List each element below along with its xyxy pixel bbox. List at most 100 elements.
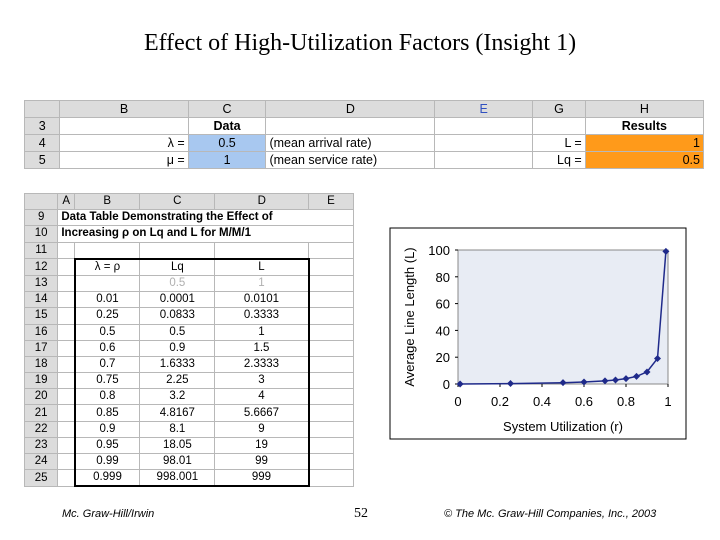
- lq-cell[interactable]: 1.6333: [139, 355, 216, 374]
- lq-cell[interactable]: 8.1: [139, 420, 216, 438]
- rho-cell[interactable]: 0.25: [73, 307, 141, 325]
- cell[interactable]: [308, 469, 354, 487]
- cell[interactable]: [308, 307, 354, 325]
- cell[interactable]: [308, 404, 354, 422]
- l-cell[interactable]: 4: [214, 388, 310, 406]
- cell[interactable]: [265, 117, 436, 135]
- l-cell[interactable]: 0.3333: [214, 307, 310, 325]
- lq-cell[interactable]: 98.01: [139, 452, 216, 471]
- lambda-value-cell[interactable]: 0.5: [187, 134, 267, 152]
- cell[interactable]: [214, 241, 309, 260]
- cell[interactable]: [57, 274, 76, 293]
- row-number[interactable]: 9: [23, 209, 59, 227]
- cell[interactable]: [57, 452, 76, 471]
- cell[interactable]: [57, 404, 76, 422]
- row-number[interactable]: 25: [23, 469, 59, 487]
- cell[interactable]: [57, 241, 76, 260]
- cell[interactable]: [434, 151, 534, 169]
- lq-cell[interactable]: 3.2: [139, 388, 216, 406]
- cell[interactable]: [57, 388, 76, 406]
- l-cell[interactable]: 3: [214, 372, 310, 390]
- cell[interactable]: [308, 274, 354, 293]
- l-cell[interactable]: 19: [214, 436, 310, 455]
- row-number[interactable]: 4: [23, 134, 61, 152]
- lq-cell[interactable]: 0.5: [139, 323, 216, 341]
- col-header-b[interactable]: B: [74, 192, 141, 211]
- row-number[interactable]: 15: [23, 307, 59, 325]
- col-header-c[interactable]: C: [187, 100, 267, 118]
- lq-value-cell[interactable]: 0.5: [584, 151, 705, 169]
- cell[interactable]: [57, 372, 76, 390]
- rho-cell[interactable]: 0.95: [73, 436, 141, 455]
- cell[interactable]: [308, 452, 354, 471]
- col-header-e[interactable]: E: [434, 100, 534, 118]
- table-caption-line2[interactable]: Increasing ρ on Lq and L for M/M/1: [57, 225, 354, 243]
- row-number[interactable]: 17: [23, 339, 59, 357]
- lq-label-cell[interactable]: Lq =: [532, 151, 586, 169]
- cell[interactable]: [57, 307, 76, 325]
- rho-cell[interactable]: 0.99: [73, 452, 141, 471]
- cell[interactable]: [57, 339, 76, 357]
- col-header-g[interactable]: G: [532, 100, 586, 118]
- lq-header-cell[interactable]: Lq: [139, 257, 216, 276]
- rho-cell[interactable]: 0.6: [73, 339, 141, 357]
- cell[interactable]: [308, 241, 354, 260]
- row-number[interactable]: 11: [23, 241, 59, 260]
- cell[interactable]: [308, 291, 354, 309]
- cell[interactable]: [139, 241, 216, 260]
- col-header-d[interactable]: D: [214, 192, 309, 211]
- rho-cell[interactable]: 0.01: [73, 291, 141, 309]
- row-number[interactable]: 24: [23, 452, 59, 471]
- cell[interactable]: [308, 420, 354, 438]
- mu-value-cell[interactable]: 1: [187, 151, 267, 169]
- rho-cell[interactable]: 0.75: [73, 372, 141, 390]
- cell[interactable]: [57, 420, 76, 438]
- cell[interactable]: [74, 241, 141, 260]
- cell[interactable]: [308, 372, 354, 390]
- col-header-c[interactable]: C: [139, 192, 216, 211]
- row-number[interactable]: 23: [23, 436, 59, 455]
- rho-cell[interactable]: 0.7: [73, 355, 141, 374]
- l-cell[interactable]: 999: [214, 469, 310, 488]
- lq-cell[interactable]: 0.0001: [139, 291, 216, 309]
- data-header-cell[interactable]: Data: [187, 117, 267, 135]
- row-number[interactable]: 10: [23, 225, 59, 243]
- cell[interactable]: [308, 436, 354, 455]
- col-header-b[interactable]: B: [59, 100, 189, 118]
- mu-desc-cell[interactable]: (mean service rate): [265, 151, 436, 169]
- rho-cell[interactable]: 0.999: [73, 469, 141, 488]
- l-header-cell[interactable]: L: [214, 257, 310, 276]
- rho-cell[interactable]: 0.8: [73, 388, 141, 406]
- cell[interactable]: [57, 258, 76, 276]
- cell[interactable]: [308, 323, 354, 341]
- col-header-e[interactable]: E: [308, 192, 354, 211]
- l-cell[interactable]: 1: [214, 323, 310, 341]
- cell[interactable]: [308, 339, 354, 357]
- cell[interactable]: [434, 117, 534, 135]
- lambda-label-cell[interactable]: λ =: [59, 134, 189, 152]
- cell[interactable]: [434, 134, 534, 152]
- row-number[interactable]: 21: [23, 404, 59, 422]
- cell[interactable]: [57, 436, 76, 455]
- l-cell[interactable]: 5.6667: [214, 404, 310, 422]
- cell[interactable]: [57, 323, 76, 341]
- lambda-desc-cell[interactable]: (mean arrival rate): [265, 134, 436, 152]
- lq-cell[interactable]: 0.9: [139, 339, 216, 357]
- col-header-a[interactable]: A: [57, 192, 76, 211]
- rho-cell[interactable]: [73, 274, 141, 293]
- row-number[interactable]: 5: [23, 151, 61, 169]
- lq-cell[interactable]: 18.05: [139, 436, 216, 455]
- table-caption-line1[interactable]: Data Table Demonstrating the Effect of: [57, 209, 354, 227]
- cell[interactable]: [57, 469, 76, 487]
- l-cell[interactable]: 2.3333: [214, 355, 310, 374]
- l-label-cell[interactable]: L =: [532, 134, 586, 152]
- l-cell[interactable]: 0.0101: [214, 291, 310, 309]
- row-number[interactable]: 13: [23, 274, 59, 293]
- mu-label-cell[interactable]: μ =: [59, 151, 189, 169]
- col-header-h[interactable]: H: [584, 100, 705, 118]
- rho-header-cell[interactable]: λ = ρ: [73, 257, 141, 276]
- cell[interactable]: [308, 355, 354, 374]
- rho-cell[interactable]: 0.9: [73, 420, 141, 438]
- results-header-cell[interactable]: Results: [584, 117, 705, 135]
- l-value-cell[interactable]: 1: [584, 134, 705, 152]
